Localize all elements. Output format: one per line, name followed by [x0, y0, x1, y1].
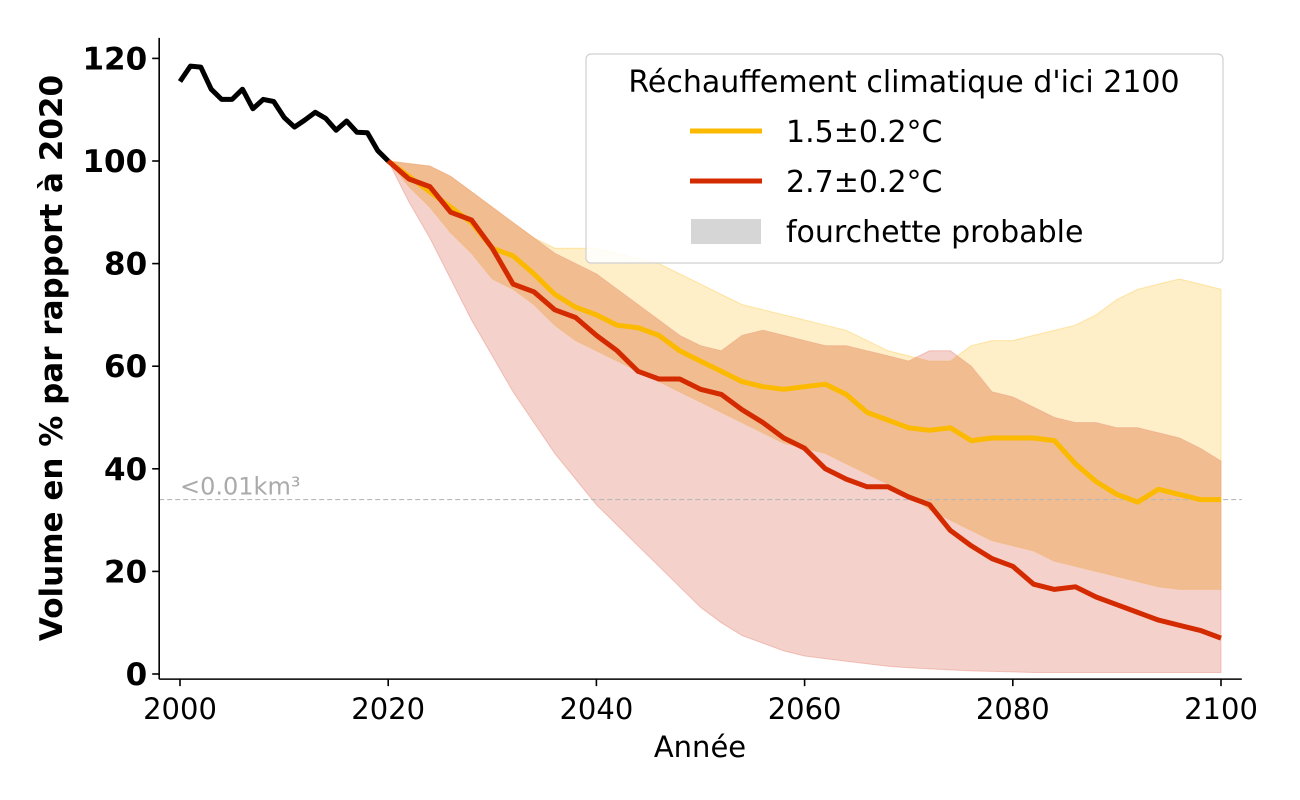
x-tick-label: 2000 — [143, 692, 217, 726]
x-tick-label: 2040 — [559, 692, 633, 726]
legend-label-range: fourchette probable — [786, 215, 1083, 250]
x-ticks: 2000 2020 2040 2060 2080 2100 — [143, 679, 1258, 726]
y-tick-label: 0 — [126, 657, 148, 693]
y-ticks: 0 20 40 60 80 100 120 — [82, 41, 160, 693]
legend: Réchauffement climatique d'ici 2100 1.5±… — [585, 53, 1224, 264]
legend-frame — [585, 53, 1224, 264]
y-tick-label: 40 — [104, 452, 147, 488]
legend-swatch-patch-range — [691, 219, 761, 244]
y-tick-label: 120 — [82, 41, 147, 77]
y-tick-label: 60 — [104, 349, 147, 385]
historical-line — [177, 63, 390, 163]
bands-layer — [387, 160, 1222, 673]
lines-layer — [177, 63, 1222, 641]
legend-title: Réchauffement climatique d'ici 2100 — [628, 65, 1179, 100]
x-tick-label: 2080 — [976, 692, 1050, 726]
y-tick-label: 80 — [104, 247, 147, 283]
reference-line-layer: <0.01km³ — [159, 473, 1242, 501]
reference-line-label: <0.01km³ — [180, 473, 300, 501]
y-tick-label: 100 — [82, 144, 147, 180]
x-tick-label: 2060 — [768, 692, 842, 726]
x-tick-label: 2020 — [351, 692, 425, 726]
x-axis-title: Année — [654, 730, 746, 764]
x-tick-label: 2100 — [1184, 692, 1258, 726]
series-line-2-7 — [386, 159, 1222, 641]
y-axis-title: Volume en % par rapport à 2020 — [34, 75, 70, 641]
legend-label-2-7: 2.7±0.2°C — [786, 165, 943, 200]
series-line-1-5 — [386, 158, 1221, 505]
y-tick-label: 20 — [104, 554, 147, 590]
band-overlap — [388, 161, 1221, 590]
legend-label-1-5: 1.5±0.2°C — [786, 115, 943, 150]
